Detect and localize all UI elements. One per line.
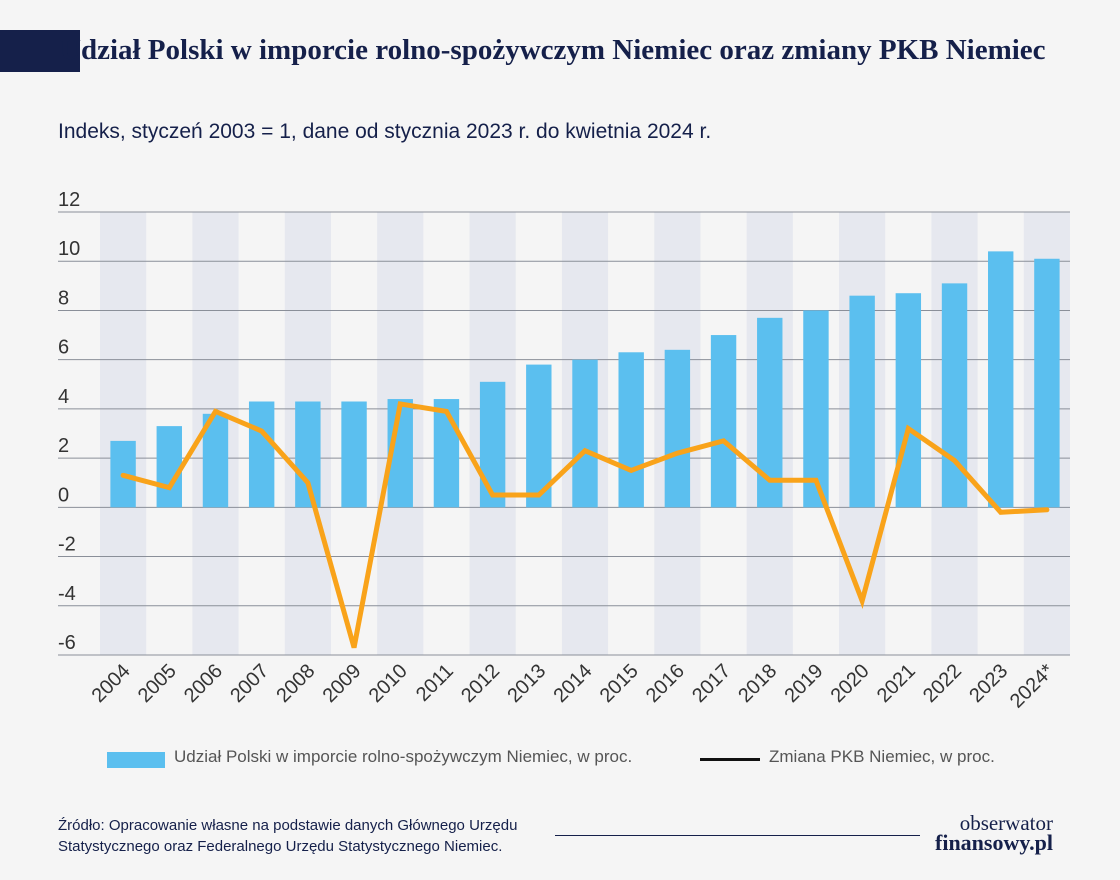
bar <box>248 401 275 508</box>
bar <box>433 399 460 508</box>
legend-line-swatch <box>700 758 760 761</box>
source-note: Źródło: Opracowanie własne na podstawie … <box>58 815 517 857</box>
x-tick-label: 2021 <box>873 660 920 707</box>
x-tick-label: 2020 <box>827 660 874 707</box>
y-tick-label: -6 <box>58 632 76 654</box>
x-tick-label: 2005 <box>134 660 181 707</box>
x-tick-label: 2013 <box>503 660 550 707</box>
x-tick-label: 2023 <box>965 660 1012 707</box>
x-tick-label: 2017 <box>688 660 735 707</box>
x-tick-label: 2011 <box>412 660 458 706</box>
y-tick-label: -2 <box>58 534 76 556</box>
x-tick-label: 2018 <box>734 660 781 707</box>
y-tick-label: -4 <box>58 583 76 605</box>
bar <box>479 381 506 508</box>
bar <box>988 251 1014 508</box>
legend-bars-label: Udział Polski w imporcie rolno-spożywczy… <box>174 747 633 766</box>
y-tick-label: 10 <box>58 238 80 260</box>
bar <box>849 295 875 508</box>
bar <box>156 426 182 508</box>
source-line-1: Źródło: Opracowanie własne na podstawie … <box>58 817 518 834</box>
bar <box>572 359 598 508</box>
x-tick-label: 2007 <box>226 660 273 707</box>
y-tick-label: 6 <box>58 337 69 359</box>
y-tick-label: 2 <box>58 435 69 457</box>
background-band <box>100 212 147 655</box>
source-line-2: Statystycznego oraz Federalnego Urzędu S… <box>58 838 503 855</box>
x-tick-label: 2015 <box>596 660 643 707</box>
x-tick-label: 2024* <box>1006 660 1059 713</box>
y-tick-label: 0 <box>58 484 69 506</box>
legend-bar-swatch <box>107 752 165 768</box>
x-tick-label: 2012 <box>457 660 504 707</box>
logo-line-2: finansowy.pl <box>935 830 1053 855</box>
chart-title: Udział Polski w imporcie rolno-spożywczy… <box>60 34 1046 66</box>
bar <box>803 310 829 508</box>
x-tick-label: 2014 <box>550 660 597 707</box>
logo-line-1: obserwator <box>959 811 1053 835</box>
x-tick-label: 2008 <box>272 660 319 707</box>
bar <box>341 401 367 508</box>
y-tick-label: 8 <box>58 287 69 309</box>
bar <box>895 293 922 508</box>
bar <box>710 335 737 508</box>
x-tick-label: 2016 <box>642 660 689 707</box>
publisher-logo: obserwator finansowy.pl <box>935 811 1053 855</box>
x-tick-label: 2009 <box>319 660 366 707</box>
chart-subtitle: Indeks, styczeń 2003 = 1, dane od styczn… <box>58 120 712 143</box>
source-divider <box>555 835 920 836</box>
x-tick-label: 2010 <box>365 660 412 707</box>
x-tick-label: 2006 <box>180 660 227 707</box>
y-tick-label: 4 <box>58 386 69 408</box>
legend-line-label: Zmiana PKB Niemiec, w proc. <box>769 747 995 766</box>
bar <box>1034 258 1060 508</box>
x-tick-label: 2004 <box>88 660 135 707</box>
bar <box>664 349 691 508</box>
x-tick-label: 2019 <box>780 660 827 707</box>
title-accent-bar <box>0 30 80 72</box>
y-tick-label: 12 <box>58 189 80 211</box>
bar <box>618 352 644 508</box>
x-tick-label: 2022 <box>919 660 966 707</box>
